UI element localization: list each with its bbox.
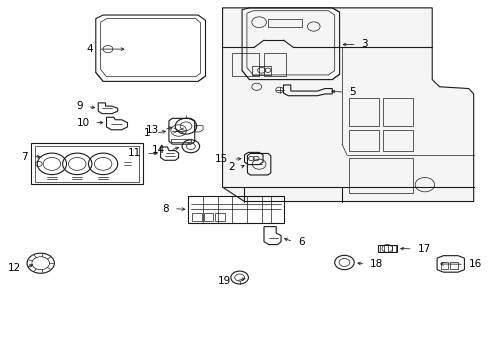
Bar (348, 98, 378, 126)
Bar (171, 139, 190, 142)
Text: 18: 18 (369, 259, 383, 269)
Text: 15: 15 (215, 154, 228, 164)
Bar (251, 66, 271, 75)
Bar (449, 262, 457, 269)
Text: 1: 1 (144, 129, 151, 138)
Text: 19: 19 (217, 276, 230, 286)
Text: 6: 6 (298, 237, 304, 247)
Text: 14: 14 (152, 145, 165, 155)
Bar (192, 213, 202, 221)
Text: 3: 3 (361, 40, 367, 49)
Bar (232, 53, 259, 76)
Bar (377, 244, 396, 252)
Bar (203, 213, 213, 221)
Text: 10: 10 (76, 118, 89, 128)
Bar (35, 146, 139, 182)
Bar (31, 143, 143, 184)
Text: 12: 12 (8, 263, 21, 273)
Bar (348, 130, 378, 151)
Text: 11: 11 (128, 148, 141, 158)
Polygon shape (222, 8, 473, 202)
Bar (348, 158, 412, 193)
Bar (215, 213, 224, 221)
Bar (440, 262, 447, 269)
Text: 4: 4 (86, 44, 93, 54)
Text: 2: 2 (228, 162, 234, 172)
Text: 7: 7 (21, 152, 27, 162)
Text: 13: 13 (145, 125, 159, 135)
Bar (188, 196, 283, 223)
Text: 17: 17 (417, 244, 430, 254)
Text: 8: 8 (162, 204, 168, 214)
Bar (383, 130, 412, 151)
Text: 16: 16 (468, 259, 481, 269)
Text: 5: 5 (348, 87, 355, 97)
Text: 9: 9 (76, 102, 82, 112)
Bar (383, 98, 412, 126)
Bar (264, 53, 285, 76)
Bar (267, 19, 302, 27)
